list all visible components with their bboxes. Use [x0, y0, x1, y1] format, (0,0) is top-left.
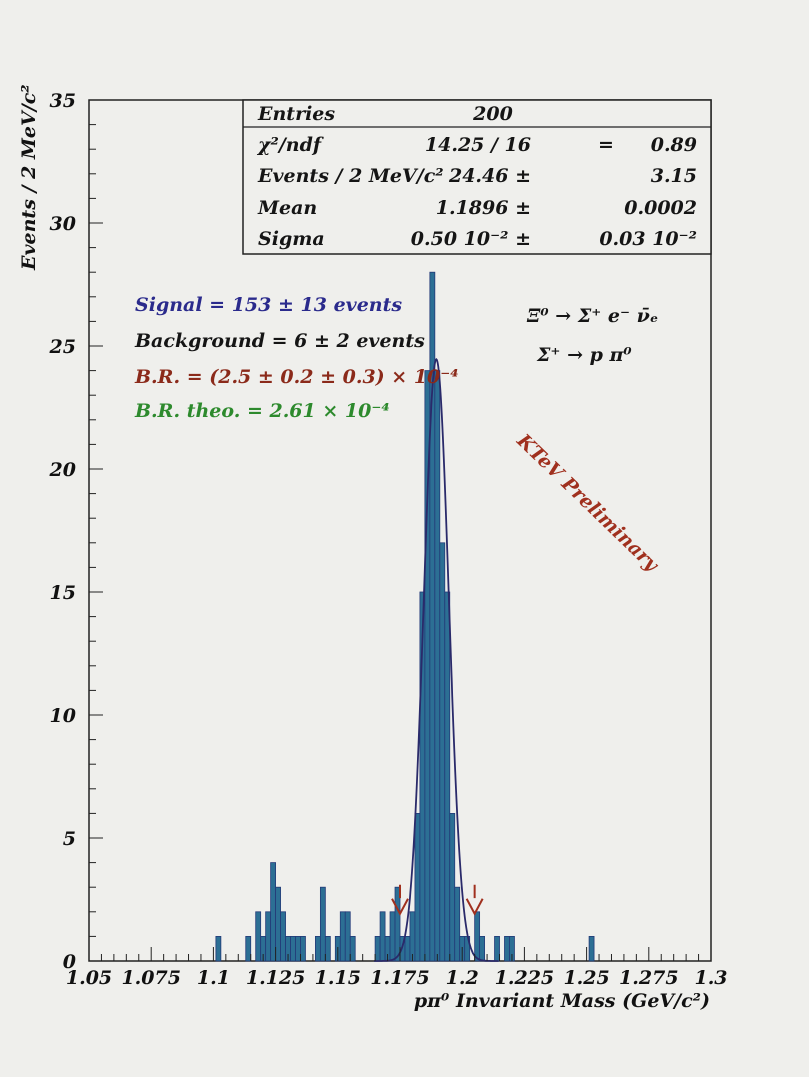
- x-tick-label: 1.05: [66, 967, 112, 989]
- stats-cell: 1.1896 ±: [436, 197, 531, 219]
- cut-arrowhead: [391, 898, 409, 916]
- histogram-bar: [474, 911, 481, 962]
- stats-cell: 200: [472, 103, 513, 125]
- stats-cell: Mean: [257, 197, 317, 219]
- stats-cell: 0.89: [651, 134, 697, 156]
- histogram-bar: [315, 936, 321, 962]
- histogram-bar: [215, 936, 222, 962]
- y-axis: 0 5 10 15 20 25 30 35: [49, 90, 103, 973]
- x-tick-label: 1.275: [619, 967, 679, 989]
- signal-annotation: Signal = 153 ± 13 events: [135, 294, 402, 316]
- decay-chain-1: Ξ⁰ → Σ⁺ e⁻ ν̄ₑ: [526, 305, 658, 327]
- stats-cell: Entries: [257, 103, 335, 125]
- histogram-bar: [270, 862, 276, 962]
- x-tick-label: 1.175: [370, 967, 430, 989]
- stats-cell: =: [598, 134, 614, 156]
- histogram-bar: [414, 813, 421, 962]
- x-tick-label: 1.3: [694, 967, 727, 989]
- histogram-bar: [504, 936, 510, 962]
- x-tick-label: 1.1: [197, 967, 230, 989]
- histogram-bar: [449, 813, 456, 962]
- y-tick-label: 5: [63, 828, 76, 850]
- y-tick-label: 0: [63, 951, 76, 973]
- histogram-bar: [245, 936, 252, 962]
- stats-cell: 3.15: [651, 165, 697, 187]
- histogram-bar: [394, 886, 401, 962]
- histogram-bar: [349, 936, 356, 962]
- histogram-bar: [389, 911, 396, 962]
- histogram-bar: [444, 591, 451, 962]
- y-tick-label: 35: [50, 90, 76, 112]
- stats-box: [242, 99, 712, 255]
- gaussian-fit-curve: [374, 358, 499, 962]
- histogram-bar: [255, 911, 262, 962]
- y-tick-label: 10: [50, 705, 76, 727]
- histogram-bar: [379, 911, 386, 962]
- x-tick-label: 1.125: [246, 967, 306, 989]
- histogram-bar: [344, 911, 351, 962]
- histogram-bar: [280, 911, 286, 962]
- stats-cell: 14.25 / 16: [425, 134, 531, 156]
- x-tick-label: 1.25: [563, 967, 609, 989]
- stats-cell: χ²/ndf: [256, 134, 324, 156]
- y-axis-label: Events / 2 MeV/c²: [18, 84, 40, 271]
- histogram-bar: [295, 936, 301, 962]
- stats-cell: 0.0002: [624, 197, 697, 219]
- theory-branching-ratio-annotation: B.R. theo. = 2.61 × 10⁻⁴: [134, 400, 390, 422]
- histogram-bar: [374, 936, 381, 962]
- histogram-bar: [439, 542, 446, 962]
- histogram-bar: [324, 936, 331, 962]
- histogram-bar: [409, 911, 416, 962]
- x-tick-label: 1.15: [315, 967, 361, 989]
- x-tick-label: 1.2: [446, 967, 479, 989]
- x-tick-label: 1.075: [121, 967, 181, 989]
- background-annotation: Background = 6 ± 2 events: [134, 330, 425, 352]
- histogram-bar: [404, 936, 411, 962]
- branching-ratio-annotation: B.R. = (2.5 ± 0.2 ± 0.3) × 10⁻⁴: [134, 366, 459, 388]
- y-tick-label: 30: [50, 213, 76, 235]
- histogram-bar: [275, 886, 281, 962]
- stats-cell: 24.46 ±: [448, 165, 531, 187]
- histogram-bars: [215, 271, 595, 962]
- histogram-bar: [290, 936, 296, 962]
- stats-cell: Sigma: [258, 228, 325, 250]
- histogram-bar: [434, 370, 441, 962]
- y-tick-label: 15: [50, 582, 76, 604]
- decay-chain-2: Σ⁺ → p π⁰: [536, 344, 632, 366]
- x-axis-label: pπ⁰ Invariant Mass (GeV/c²): [414, 990, 710, 1012]
- cut-arrowhead: [465, 898, 484, 916]
- stats-cell: 0.03 10⁻²: [599, 228, 697, 250]
- cut-arrows: [391, 884, 484, 916]
- y-tick-label: 25: [49, 336, 76, 358]
- histogram-bar: [588, 936, 595, 962]
- stats-cell: Events / 2 MeV/c²: [257, 165, 444, 187]
- histogram-bar: [319, 886, 326, 962]
- histogram-bar: [265, 911, 272, 962]
- histogram-bar: [454, 886, 461, 962]
- histogram-bar: [300, 936, 306, 962]
- histogram-bar: [479, 936, 485, 962]
- histogram-bar: [339, 911, 346, 962]
- stats-rows: Entries 200 χ²/ndf 14.25 / 16 = 0.89 Events / …: [256, 103, 697, 250]
- x-tick-label: 1.225: [495, 967, 555, 989]
- x-axis: 1.05 1.075 1.1 1.125 1.15 1.175 1.2 1.225 1.25 1.…: [66, 947, 728, 989]
- y-tick-label: 20: [49, 459, 76, 481]
- stats-cell: 0.50 10⁻² ±: [411, 228, 531, 250]
- histogram-bar: [494, 936, 500, 962]
